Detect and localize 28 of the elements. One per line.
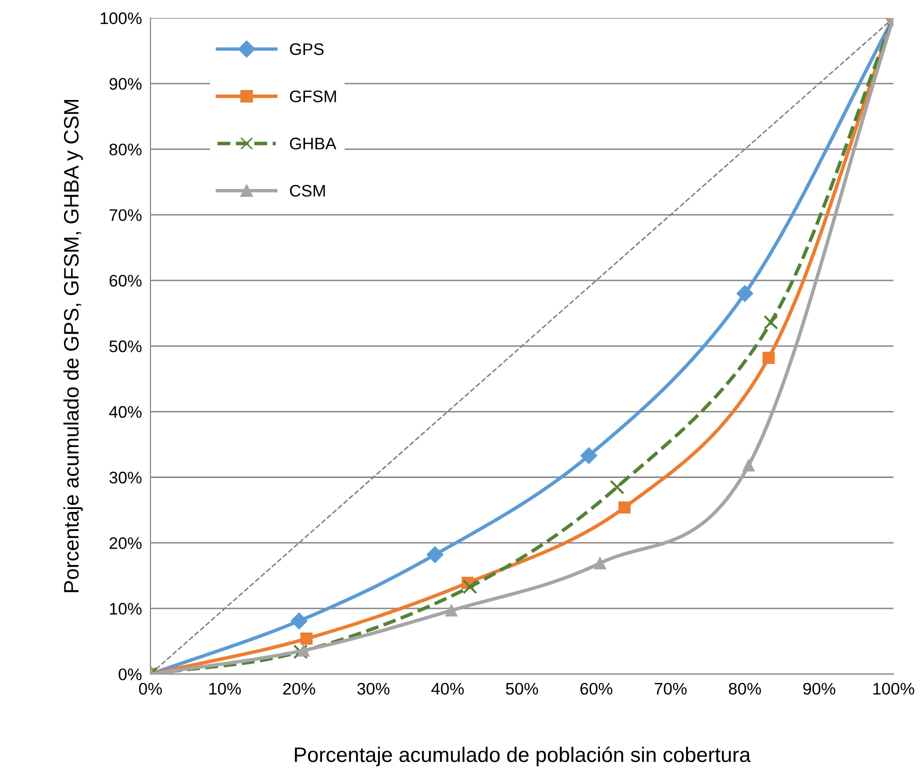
y-tick-label: 10% bbox=[110, 602, 142, 615]
x-tick-label: 90% bbox=[803, 682, 836, 695]
y-tick-label: 80% bbox=[109, 144, 142, 156]
legend-label: GHBA bbox=[290, 138, 336, 150]
y-tick-label: 70% bbox=[110, 209, 142, 222]
y-tick-label: 100% bbox=[100, 12, 142, 24]
y-axis-title: Porcentaje acumulado de GPS, GFSM, GHBA y CSM bbox=[63, 100, 83, 592]
x-tick-label: 50% bbox=[506, 682, 538, 695]
x-tick-label: 20% bbox=[283, 682, 316, 695]
y-tick-label: 50% bbox=[109, 340, 142, 352]
y-tick-label: 0% bbox=[118, 668, 142, 680]
y-tick-label: 30% bbox=[109, 472, 142, 484]
x-tick-label: 80% bbox=[728, 682, 761, 695]
y-tick-label: 20% bbox=[110, 537, 142, 550]
x-tick-label: 40% bbox=[431, 682, 464, 695]
y-tick-label: 60% bbox=[110, 274, 142, 287]
legend-label: GPS bbox=[290, 43, 324, 56]
y-tick-label: 40% bbox=[109, 406, 142, 418]
x-tick-label: 100% bbox=[873, 682, 914, 695]
x-axis-title: Porcentaje acumulado de población sin cobertura bbox=[294, 746, 751, 766]
y-tick-label: 90% bbox=[110, 78, 142, 90]
x-tick-label: 30% bbox=[357, 682, 390, 695]
x-tick-label: 10% bbox=[209, 682, 241, 695]
x-tick-label: 60% bbox=[580, 682, 612, 695]
legend-label: GFSM bbox=[290, 90, 336, 102]
x-tick-label: 0% bbox=[139, 682, 162, 695]
legend-label: CSM bbox=[290, 184, 325, 197]
x-tick-label: 70% bbox=[654, 682, 687, 695]
